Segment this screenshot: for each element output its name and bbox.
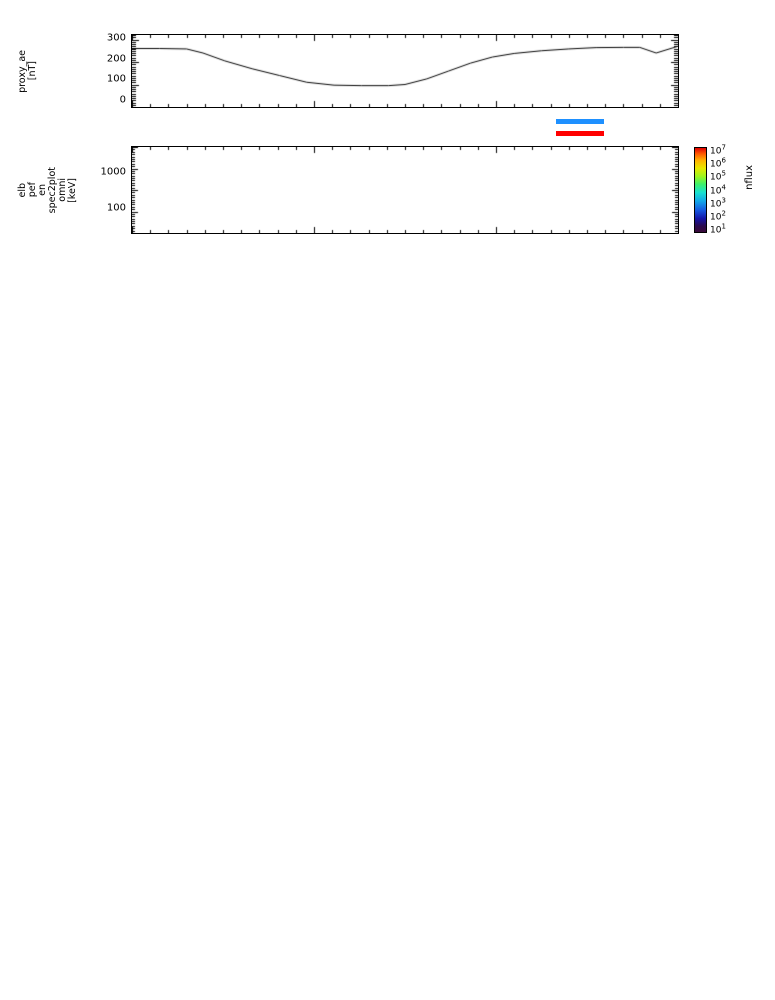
colorbar-tick: 106 [710, 156, 726, 170]
ylabel-word: [keV] [67, 177, 78, 203]
blue-marker-bar [556, 119, 604, 124]
colorbar-tick: 102 [710, 209, 726, 223]
panel-canvas-en-omni [132, 147, 678, 233]
ylabel-word: [nT] [27, 61, 38, 81]
ytick-label: 200 [106, 53, 126, 65]
ytick-label: 300 [106, 32, 126, 44]
ytick-label: 100 [106, 202, 126, 214]
panel-proxy-ae [131, 34, 679, 108]
colorbar-tick: 105 [710, 169, 726, 183]
ytick-label: 0 [119, 94, 126, 106]
colorbar-tick: 107 [710, 143, 726, 157]
colorbar-tick: 103 [710, 196, 726, 210]
panel-en-omni [131, 146, 679, 234]
colorbar-tick: 104 [710, 183, 726, 196]
ylabel-proxy-ae: proxy_ae [nT] [17, 34, 38, 108]
ytick-label: 100 [106, 73, 126, 85]
ytick-label: 1000 [100, 166, 126, 178]
red-marker-bar [556, 131, 604, 136]
colorbar-en-omni [694, 147, 707, 233]
colorbar-axis-label: nflux [744, 165, 755, 190]
ylabel-en-omni: elb pef en spec2plot omni [keV] [17, 146, 78, 234]
colorbar-tick: 101 [710, 222, 726, 236]
panel-canvas-proxy-ae [132, 35, 678, 107]
x-axis-tick-labels [0, 914, 775, 927]
